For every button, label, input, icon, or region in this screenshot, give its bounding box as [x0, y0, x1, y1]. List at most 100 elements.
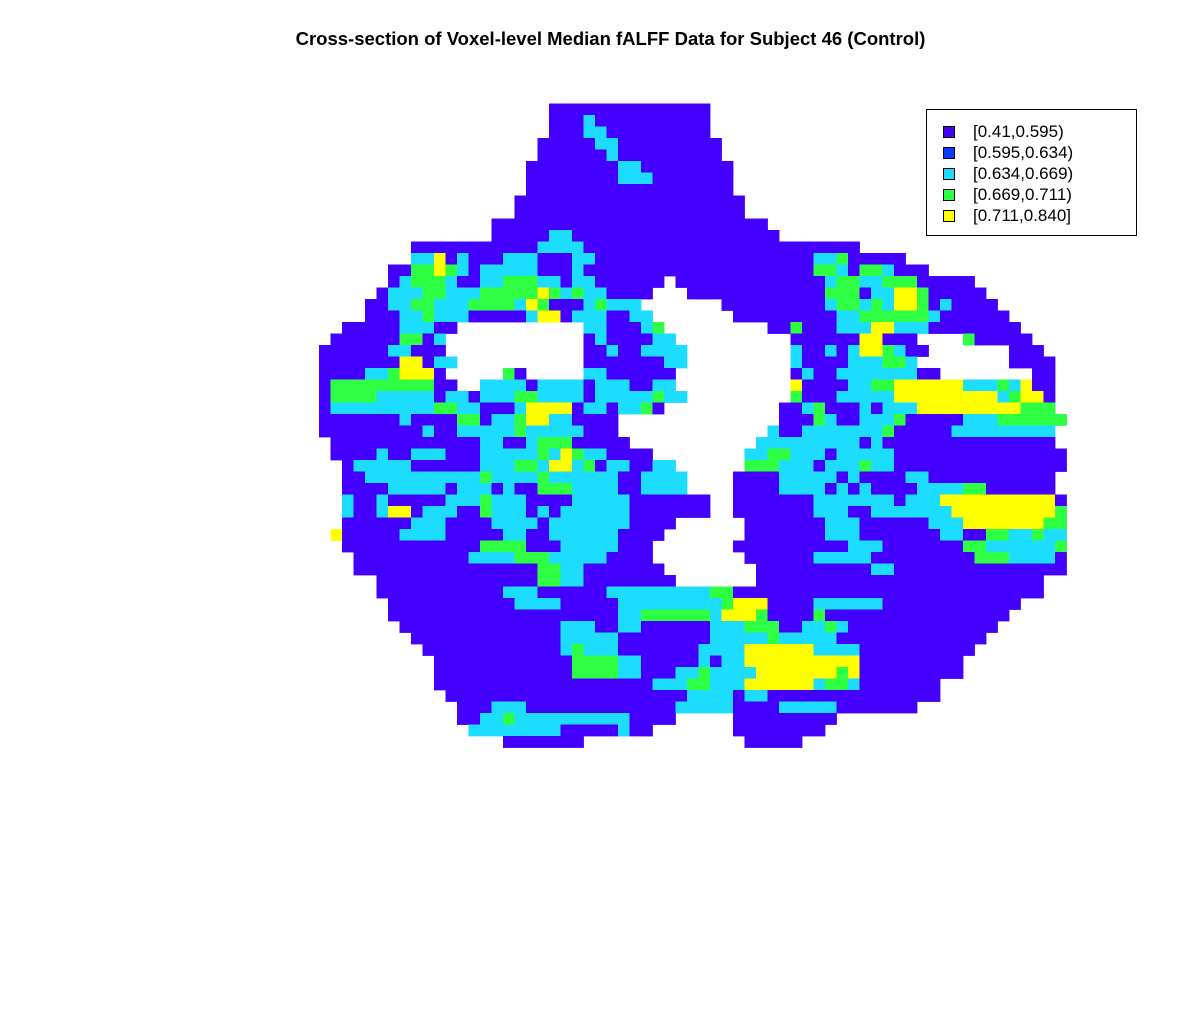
- voxel-cell: [503, 690, 515, 702]
- voxel-cell: [859, 598, 872, 610]
- voxel-cell: [641, 207, 653, 219]
- voxel-cell: [974, 448, 987, 461]
- voxel-cell: [595, 609, 607, 622]
- voxel-cell: [905, 552, 918, 564]
- voxel-cell: [882, 391, 895, 403]
- voxel-cell: [733, 586, 745, 599]
- voxel-cell: [963, 598, 975, 610]
- voxel-cell: [733, 276, 745, 288]
- voxel-cell: [698, 126, 711, 139]
- voxel-cell: [491, 678, 504, 691]
- voxel-cell: [848, 379, 860, 392]
- voxel-cell: [376, 540, 389, 553]
- voxel-cell: [503, 506, 515, 518]
- voxel-cell: [1043, 471, 1056, 484]
- voxel-cell: [710, 644, 722, 656]
- voxel-cell: [595, 138, 607, 150]
- voxel-cell: [687, 253, 699, 265]
- voxel-cell: [503, 253, 515, 265]
- voxel-cell: [629, 552, 642, 564]
- voxel-cell: [802, 506, 814, 518]
- voxel-cell: [675, 494, 688, 507]
- voxel-cell: [572, 184, 584, 196]
- voxel-cell: [445, 425, 458, 438]
- voxel-cell: [434, 609, 446, 622]
- voxel-cell: [940, 563, 952, 576]
- voxel-cell: [353, 517, 366, 530]
- voxel-cell: [664, 230, 676, 242]
- voxel-cell: [652, 632, 665, 645]
- legend-item: [0.595,0.634): [943, 142, 1073, 163]
- voxel-cell: [744, 264, 757, 277]
- voxel-cell: [480, 425, 492, 438]
- voxel-cell: [836, 425, 849, 438]
- voxel-cell: [629, 586, 642, 599]
- voxel-cell: [756, 299, 768, 311]
- voxel-cell: [882, 563, 895, 576]
- voxel-cell: [399, 483, 412, 495]
- voxel-cell: [411, 333, 423, 346]
- voxel-cell: [376, 322, 389, 334]
- voxel-cell: [353, 391, 366, 403]
- voxel-cell: [905, 667, 918, 679]
- voxel-cell: [606, 218, 619, 231]
- voxel-cell: [951, 644, 964, 656]
- voxel-cell: [526, 506, 538, 518]
- voxel-cell: [905, 506, 918, 518]
- voxel-cell: [365, 425, 377, 438]
- voxel-cell: [779, 690, 791, 702]
- voxel-cell: [595, 460, 607, 472]
- voxel-cell: [779, 517, 791, 530]
- voxel-cell: [376, 552, 389, 564]
- voxel-cell: [997, 460, 1010, 472]
- voxel-cell: [491, 253, 504, 265]
- voxel-cell: [664, 149, 676, 162]
- voxel-cell: [974, 563, 987, 576]
- voxel-cell: [963, 552, 975, 564]
- voxel-cell: [951, 299, 964, 311]
- voxel-cell: [894, 552, 906, 564]
- voxel-cell: [997, 310, 1010, 323]
- voxel-cell: [583, 149, 596, 162]
- voxel-cell: [836, 287, 849, 300]
- voxel-cell: [537, 678, 550, 691]
- voxel-cell: [537, 195, 550, 208]
- voxel-cell: [606, 494, 619, 507]
- voxel-cell: [411, 299, 423, 311]
- voxel-cell: [606, 333, 619, 346]
- voxel-cell: [790, 552, 803, 564]
- voxel-cell: [365, 483, 377, 495]
- voxel-cell: [905, 460, 918, 472]
- voxel-cell: [836, 667, 849, 679]
- voxel-cell: [859, 368, 872, 380]
- voxel-cell: [376, 529, 389, 541]
- voxel-cell: [583, 161, 596, 173]
- voxel-cell: [457, 241, 469, 254]
- voxel-cell: [802, 713, 814, 725]
- voxel-cell: [468, 506, 481, 518]
- voxel-cell: [388, 586, 400, 599]
- voxel-cell: [583, 437, 596, 449]
- voxel-cell: [848, 655, 860, 668]
- voxel-cell: [411, 402, 423, 415]
- voxel-cell: [790, 448, 803, 461]
- voxel-cell: [388, 299, 400, 311]
- voxel-cell: [537, 724, 550, 737]
- voxel-cell: [1055, 517, 1067, 530]
- voxel-cell: [595, 207, 607, 219]
- voxel-cell: [894, 402, 906, 415]
- voxel-cell: [353, 345, 366, 357]
- voxel-cell: [549, 483, 561, 495]
- voxel-cell: [595, 126, 607, 139]
- voxel-cell: [526, 609, 538, 622]
- voxel-cell: [917, 345, 929, 357]
- voxel-cell: [468, 517, 481, 530]
- voxel-cell: [618, 667, 630, 679]
- voxel-cell: [710, 161, 722, 173]
- voxel-cell: [687, 126, 699, 139]
- voxel-cell: [733, 241, 745, 254]
- voxel-cell: [986, 402, 998, 415]
- voxel-cell: [468, 460, 481, 472]
- voxel-cell: [445, 632, 458, 645]
- voxel-cell: [767, 494, 780, 507]
